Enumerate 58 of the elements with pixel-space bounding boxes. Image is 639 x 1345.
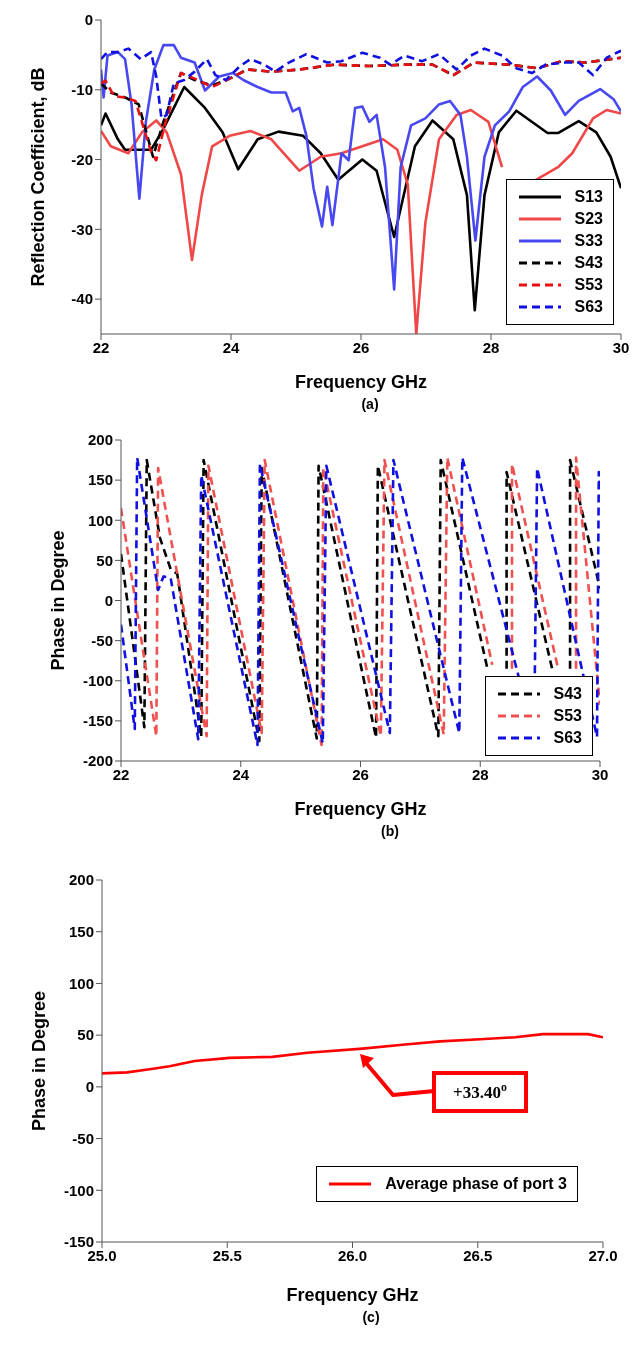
y-tick-label: -100 [82, 672, 113, 690]
x-tick-label: 25.5 [212, 1246, 242, 1264]
y-tick-label: -10 [71, 81, 93, 99]
legend-label: S63 [553, 729, 582, 747]
legend-label: S53 [574, 276, 603, 294]
y-tick-label: 100 [68, 974, 94, 992]
text: (a) [360, 395, 380, 414]
x-tick-label: 26 [352, 765, 369, 783]
legend-label: S43 [574, 254, 603, 272]
x-tick-label: 22 [112, 765, 130, 783]
legend-label: S63 [574, 298, 603, 316]
legend-label: S13 [574, 188, 603, 206]
y-tick-label: 50 [96, 551, 113, 569]
y-tick-label: -20 [71, 150, 93, 168]
y-tick-label: -100 [63, 1181, 94, 1199]
x-axis-title: Frequency GHz [294, 799, 427, 819]
x-tick-label: 24 [222, 338, 240, 356]
legend-label: S23 [574, 210, 603, 228]
x-tick-label: 28 [482, 338, 500, 356]
y-tick-label: -30 [71, 220, 93, 238]
y-tick-label: 100 [87, 511, 113, 529]
y-tick-label: 0 [85, 1078, 94, 1096]
y-tick-label: -40 [71, 290, 93, 308]
x-tick-label: 28 [471, 765, 489, 783]
y-tick-label: -150 [82, 712, 113, 730]
x-tick-label: 26.5 [463, 1246, 493, 1264]
y-tick-label: 50 [77, 1026, 94, 1044]
x-axis-title: Frequency GHz [294, 372, 428, 392]
y-tick-label: -50 [91, 631, 113, 649]
x-tick-label: 30 [591, 765, 609, 783]
y-axis-title: Reflection Coefficient, dB [28, 67, 48, 287]
line-series [102, 1032, 603, 1075]
y-tick-label: 0 [104, 591, 113, 609]
legend-label: Average phase of port 3 [385, 1175, 567, 1193]
legend-label: S43 [553, 685, 582, 703]
text: (b) [380, 822, 400, 841]
x-tick-label: 30 [612, 338, 630, 356]
y-tick-label: 200 [87, 431, 113, 449]
annotation: +33.40$^{o}$ [453, 1080, 507, 1102]
y-tick-label: 150 [68, 923, 94, 941]
x-tick-label: 24 [232, 765, 250, 783]
y-tick-label: 0 [84, 11, 93, 29]
text: (c) [361, 1308, 381, 1327]
x-tick-label: 26.0 [337, 1246, 368, 1264]
legend-label: S33 [574, 232, 603, 250]
legend-label: S53 [553, 707, 582, 725]
x-tick-label: 22 [92, 338, 110, 356]
x-tick-label: 26 [352, 338, 370, 356]
line-series [101, 47, 621, 120]
line-series [101, 43, 621, 291]
y-tick-label: -50 [72, 1129, 94, 1147]
y-tick-label: 150 [87, 471, 113, 489]
x-tick-label: 27.0 [588, 1246, 618, 1264]
y-axis-title: Phase in Degree [48, 530, 68, 671]
y-tick-label: -200 [82, 752, 113, 770]
x-axis-title: Frequency GHz [286, 1285, 419, 1305]
y-axis-title: Phase in Degree [29, 990, 49, 1132]
y-tick-label: 200 [68, 871, 94, 889]
